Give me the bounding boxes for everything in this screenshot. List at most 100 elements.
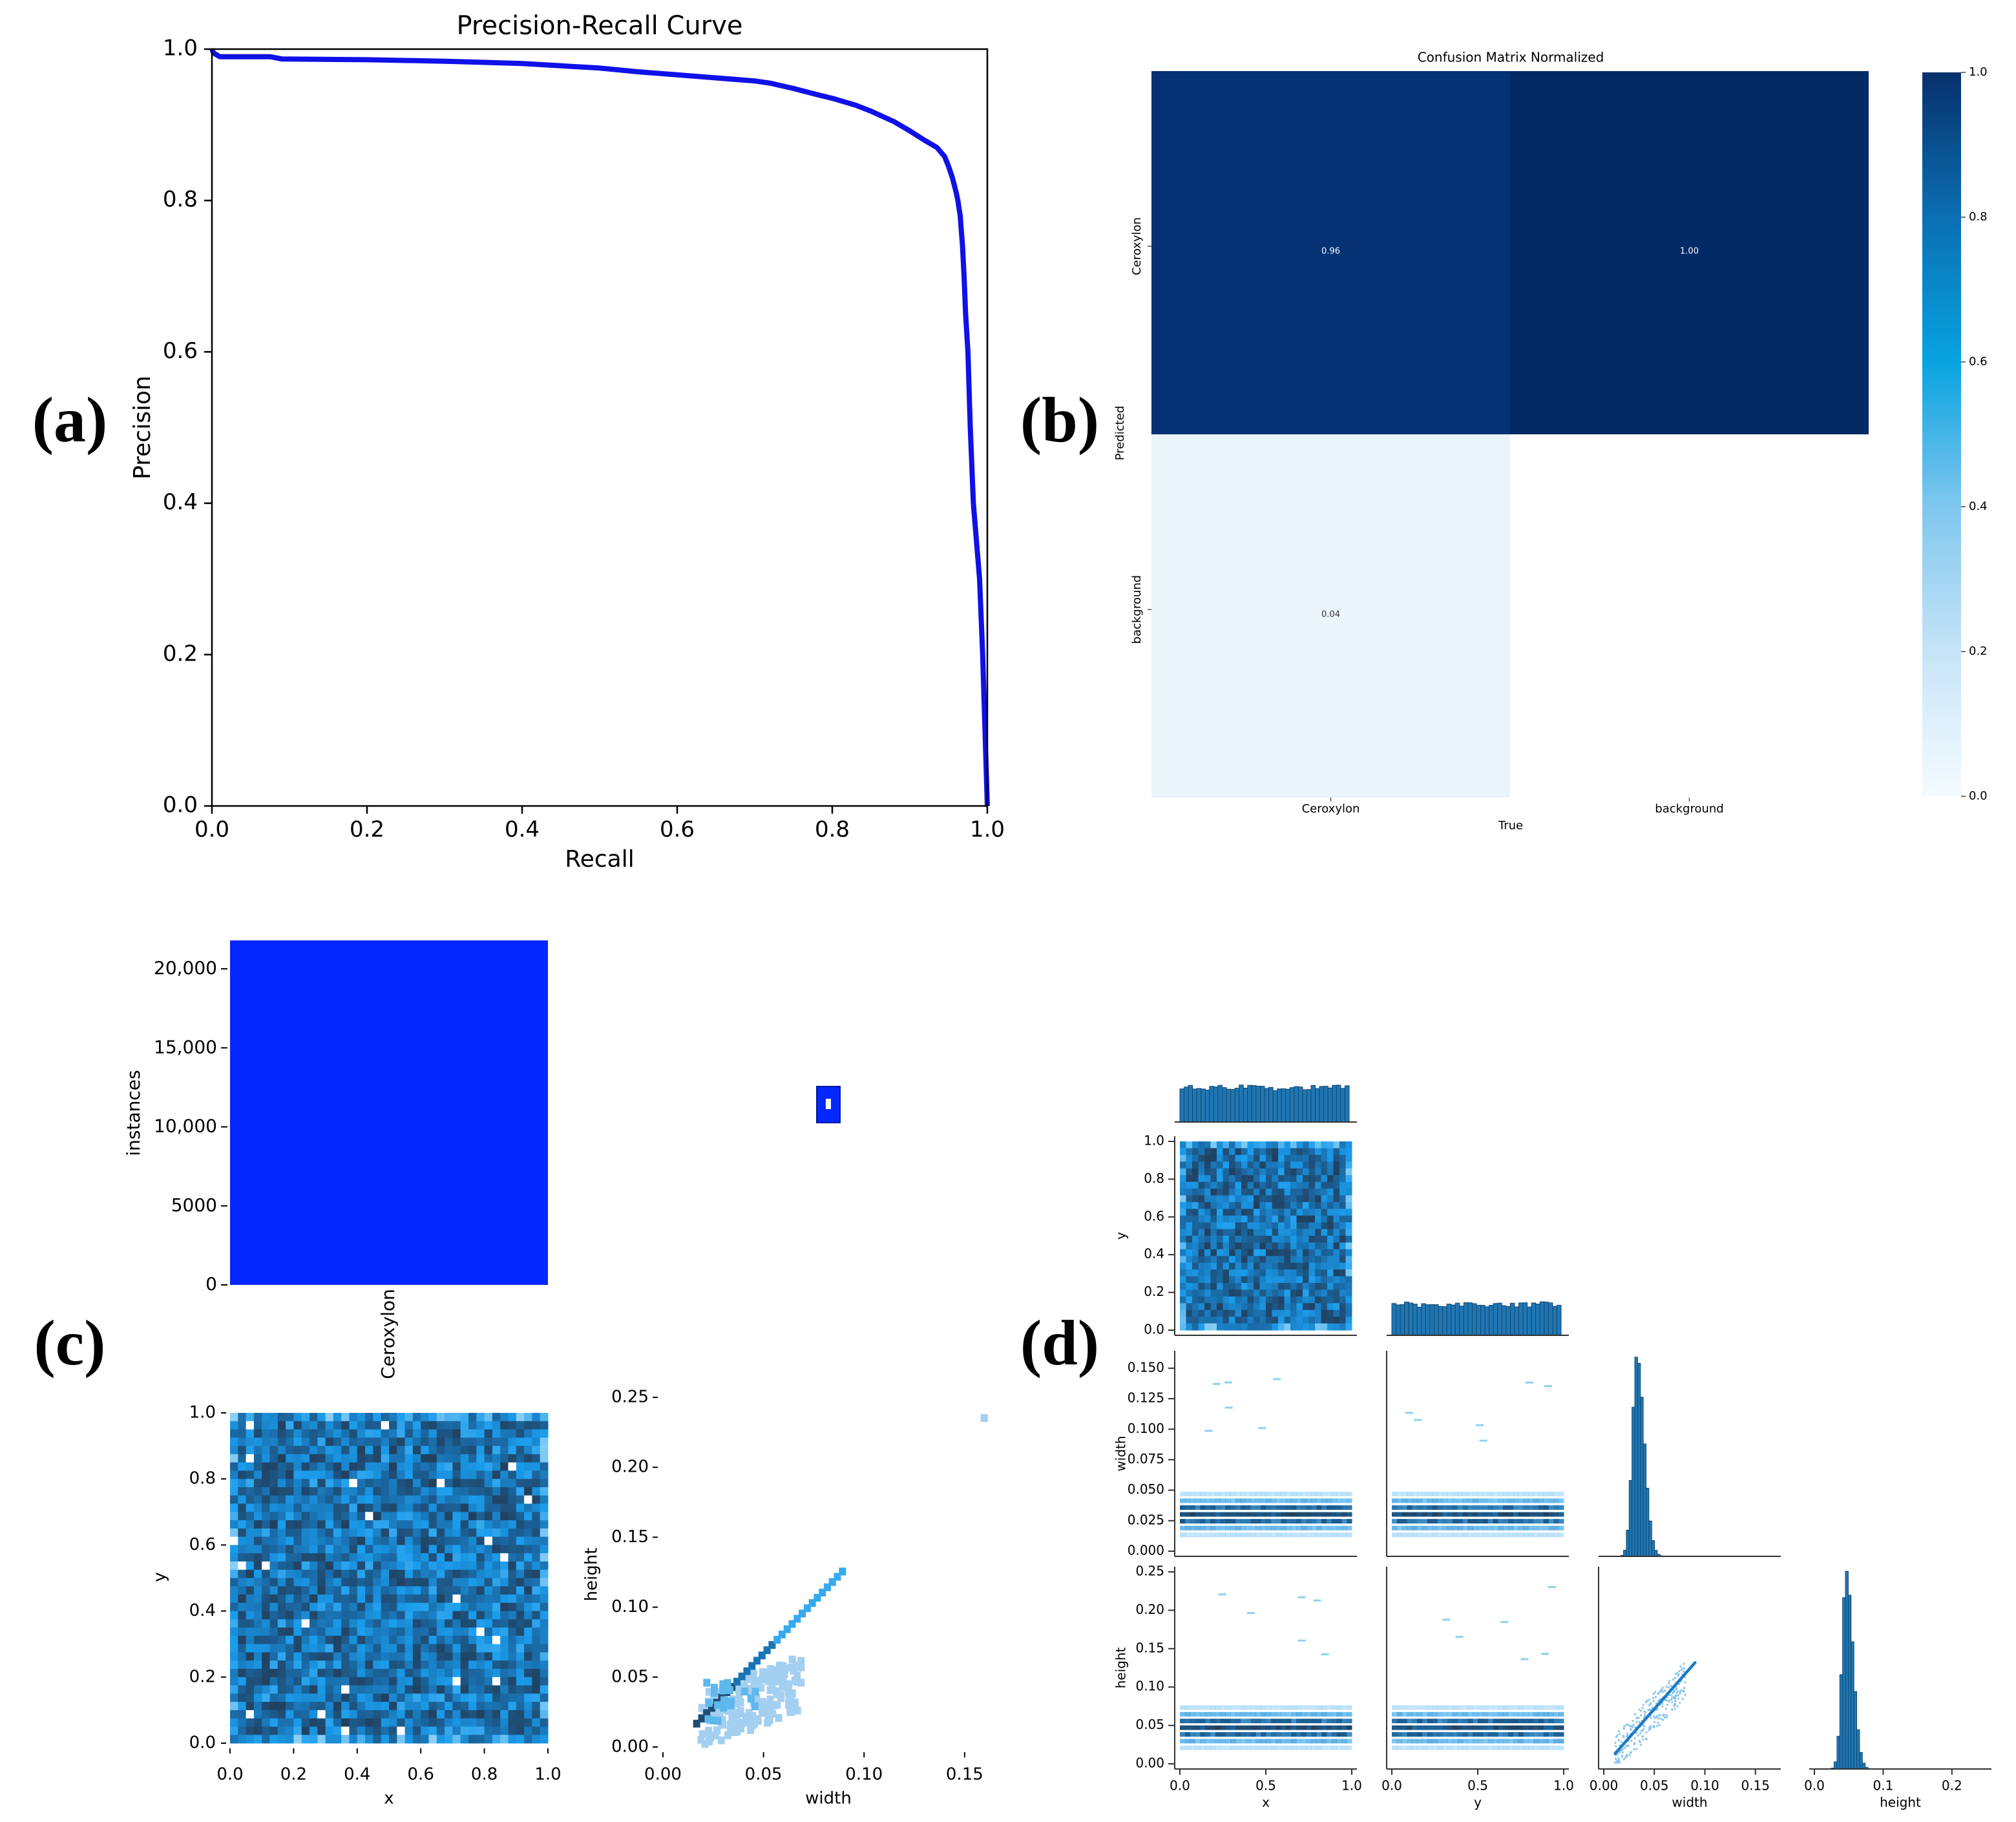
corr-x-height-bin	[1336, 1732, 1342, 1737]
corr-y-width-bin	[1432, 1505, 1438, 1510]
corr-y-width-bin	[1417, 1525, 1423, 1531]
corr-x-height-bin	[1240, 1745, 1246, 1750]
corr-wh-point	[1680, 1679, 1683, 1682]
xy-bin	[238, 1561, 247, 1571]
wh-bin	[752, 1693, 760, 1701]
xy-bin	[253, 1487, 262, 1496]
xy-bin	[540, 1446, 549, 1455]
corr-xy-bin	[1192, 1202, 1199, 1209]
xy-bin	[508, 1479, 517, 1488]
corr-xy-bin	[1254, 1289, 1260, 1297]
xy-bin	[500, 1611, 509, 1620]
corr-x-width-bin	[1321, 1505, 1327, 1510]
corr-x-width-bin	[1286, 1532, 1292, 1538]
xy-bin	[317, 1735, 326, 1744]
xy-bin	[310, 1413, 318, 1422]
corr-wh-point	[1637, 1734, 1639, 1737]
xy-bin	[381, 1644, 390, 1653]
xy-bin	[500, 1627, 509, 1637]
corr-y-width-bin	[1553, 1505, 1559, 1510]
corr-y-height-bin	[1523, 1705, 1529, 1710]
corr-xy-bin	[1204, 1289, 1211, 1297]
corr-y-height-bin	[1498, 1711, 1504, 1717]
hist-x-bar	[1323, 1086, 1328, 1123]
xy-bin	[484, 1627, 493, 1637]
corr-y-width-bin	[1482, 1491, 1489, 1496]
xy-bin	[397, 1495, 406, 1505]
corr-x-width-bin	[1205, 1519, 1211, 1524]
corr-ytick-label: 0.075	[1128, 1451, 1164, 1467]
xy-bin	[476, 1429, 485, 1438]
xy-bin	[333, 1644, 342, 1653]
xy-bin	[428, 1569, 437, 1578]
xy-bin	[436, 1726, 445, 1735]
xy-bin	[540, 1429, 549, 1438]
corr-x-height-bin	[1255, 1739, 1261, 1744]
corr-y-height-bin	[1523, 1739, 1529, 1744]
xy-bin	[269, 1685, 278, 1694]
xy-bin	[404, 1677, 414, 1686]
xy-bin	[317, 1726, 326, 1735]
hist-x-bar	[1268, 1086, 1274, 1123]
corr-xy-bin	[1186, 1229, 1193, 1236]
corr-wh-point	[1640, 1710, 1643, 1712]
cm-ytick-label: background	[1130, 575, 1144, 644]
corr-wh-point	[1635, 1721, 1638, 1723]
corr-xy-bin	[1223, 1309, 1230, 1317]
corr-xy-bin	[1315, 1317, 1321, 1324]
xy-bin	[333, 1561, 342, 1571]
corr-xy-bin	[1192, 1276, 1199, 1284]
xy-bin	[532, 1536, 541, 1545]
corr-y-width-outlier	[1405, 1412, 1413, 1414]
xy-bin	[365, 1462, 373, 1471]
xy-bin	[540, 1569, 549, 1578]
corr-xy-bin	[1229, 1256, 1235, 1264]
corr-xy-bin	[1254, 1175, 1260, 1183]
corr-x-width-bin	[1235, 1491, 1241, 1496]
corr-xy-bin	[1315, 1222, 1321, 1230]
xy-bin	[341, 1677, 350, 1686]
corr-xy-bin	[1229, 1222, 1235, 1230]
xy-bin	[532, 1685, 541, 1694]
corr-y-width-bin	[1487, 1505, 1493, 1510]
corr-xy-bin	[1180, 1209, 1186, 1216]
corr-x-height-bin	[1220, 1719, 1226, 1724]
xy-bin	[468, 1685, 477, 1694]
xy-bin	[421, 1602, 429, 1612]
xy-bin	[246, 1677, 255, 1686]
xy-bin	[262, 1553, 270, 1562]
xy-bin	[365, 1594, 373, 1604]
corr-x-width-bin	[1336, 1519, 1342, 1524]
corr-xy-bin	[1308, 1303, 1316, 1311]
corr-xy-bin	[1339, 1256, 1346, 1264]
corr-x-height-bin	[1190, 1739, 1195, 1744]
xy-bin	[404, 1470, 414, 1479]
corr-xy-bin	[1272, 1289, 1279, 1297]
corr-x-height-bin	[1331, 1711, 1338, 1717]
xy-bin	[404, 1611, 414, 1620]
xy-bin	[492, 1718, 501, 1727]
corr-y-height-bin	[1392, 1745, 1398, 1750]
xy-bin	[508, 1429, 517, 1438]
cm-ylabel: Predicted	[1113, 406, 1127, 461]
corr-xy-bin	[1229, 1296, 1235, 1304]
corr-xy-bin	[1321, 1249, 1328, 1256]
xy-bin	[516, 1437, 525, 1446]
corr-y-height-bin	[1452, 1719, 1458, 1724]
corr-y-width-bin	[1538, 1532, 1544, 1538]
xy-bin	[325, 1611, 334, 1620]
xy-bin	[476, 1660, 485, 1669]
xy-bin	[421, 1735, 429, 1744]
wh-trend-bin	[824, 1583, 831, 1591]
hist-y-bar	[1527, 1306, 1532, 1336]
corr-xy-bin	[1247, 1229, 1254, 1236]
wh-trend-bin	[733, 1677, 740, 1686]
xy-bin	[445, 1495, 453, 1505]
hist-height-bar	[1856, 1729, 1860, 1770]
corr-xy-bin	[1192, 1222, 1199, 1230]
corr-y-width-bin	[1548, 1512, 1554, 1517]
corr-x-width-bin	[1240, 1491, 1246, 1496]
corr-xy-bin	[1278, 1242, 1285, 1250]
corr-xy-bin	[1345, 1175, 1352, 1183]
corr-x-width-bin	[1184, 1532, 1191, 1538]
